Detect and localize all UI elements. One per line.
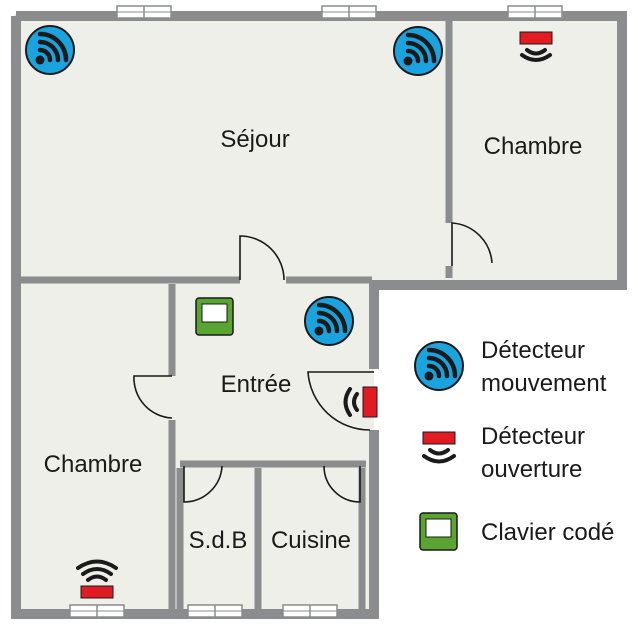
room-label-entree: Entrée xyxy=(221,371,292,398)
opening-detector-icon xyxy=(519,31,553,62)
room-label-sdb: S.d.B xyxy=(189,527,248,554)
keypad-icon xyxy=(195,297,234,336)
room-label-sejour: Séjour xyxy=(220,126,289,153)
legend-opening-line2: ouverture xyxy=(481,456,582,483)
opening-detector-icon xyxy=(76,559,118,599)
motion-detector-icon xyxy=(305,297,353,345)
legend-motion-line1: Détecteur xyxy=(481,337,585,364)
interior-walls xyxy=(18,18,453,612)
room-label-chambre-bottom: Chambre xyxy=(44,451,143,478)
motion-detector-icon xyxy=(394,27,442,75)
legend: Détecteur mouvement Détecteur ouverture … xyxy=(415,337,614,551)
motion-detector-icon xyxy=(26,26,74,74)
legend-keypad-icon xyxy=(419,512,458,551)
room-label-cuisine: Cuisine xyxy=(271,527,351,554)
room-label-chambre-top: Chambre xyxy=(484,133,583,160)
legend-motion-line2: mouvement xyxy=(481,370,607,397)
legend-opening-line1: Détecteur xyxy=(481,423,585,450)
legend-motion-detector-icon xyxy=(415,342,463,390)
opening-detector-icon xyxy=(343,386,378,418)
doors xyxy=(133,222,493,503)
legend-keypad-label: Clavier codé xyxy=(481,519,614,546)
legend-opening-detector-icon xyxy=(422,431,456,464)
